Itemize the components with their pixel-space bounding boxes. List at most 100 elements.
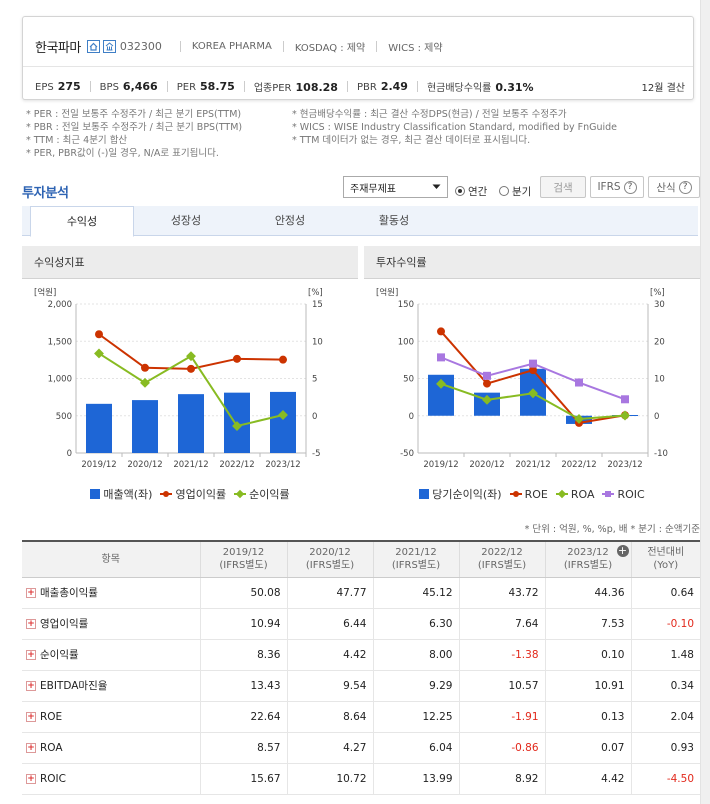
formula-info-button[interactable]: 산식? (648, 176, 700, 198)
scrollbar[interactable] (700, 0, 710, 804)
value-cell: 12.25 (372, 701, 459, 733)
legend-item[interactable]: 순이익률 (234, 486, 290, 502)
profitability-chart-legend: 매출액(좌) 영업이익률 순이익률 (22, 486, 358, 502)
investment-return-chart-panel: 투자수익률 150 100 50 0 -50 30 20 10 0 -10 [억원] [%] 2019/… (364, 246, 700, 510)
expand-row-icon[interactable]: + (26, 588, 36, 598)
divider (166, 81, 168, 92)
table-body: + 매출총이익률 50.08 47.77 45.12 43.72 44.36 0.64 + 영업이… (22, 577, 700, 795)
row-label-cell[interactable]: + 순이익률 (22, 639, 200, 671)
row-label-cell[interactable]: + ROA (22, 732, 200, 764)
search-button[interactable]: 검색 (540, 176, 586, 198)
value-cell: 13.43 (199, 670, 287, 702)
row-label-cell[interactable]: + EBITDA마진율 (22, 670, 200, 702)
point (482, 394, 492, 405)
value-cell: -1.91 (458, 701, 545, 733)
point (187, 364, 195, 373)
ir-report-icon[interactable] (102, 40, 116, 53)
column-header: 전년대비 (YoY) (630, 541, 700, 578)
x-tick-label: 2023/12 (607, 460, 642, 470)
column-header-line2: (IFRS별도) (391, 560, 441, 572)
stat-value: 58.75 (200, 80, 235, 93)
statement-type-select[interactable]: 주재무제표 (343, 176, 448, 198)
stat-value: 6,466 (122, 80, 158, 93)
y-right-tick-label: -10 (654, 449, 668, 459)
value-cell: 10.91 (544, 670, 631, 702)
table-row: + 영업이익률 10.94 6.44 6.30 7.64 7.53 -0.10 (22, 608, 700, 640)
tab-1[interactable]: 성장성 (170, 214, 202, 227)
bar (178, 394, 204, 453)
y-left-tick-label: 500 (56, 412, 72, 422)
radio-quarter[interactable]: 분기 (499, 180, 531, 202)
bar (270, 391, 296, 453)
expand-row-icon[interactable]: + (26, 681, 36, 691)
company-summary-card: 한국파마 032300 KOREA PHARMA KOSDAQ : 제약 WIC… (22, 16, 694, 100)
column-header-line1: 항목 (101, 553, 120, 565)
legend-item[interactable]: ROIC (602, 486, 645, 502)
x-tick-label: 2021/12 (515, 460, 550, 470)
value-cell: 8.00 (372, 639, 459, 671)
expand-row-icon[interactable]: + (26, 742, 36, 753)
expand-row-icon[interactable]: + (26, 711, 36, 722)
radio-annual-label: 연간 (468, 185, 488, 198)
x-tick-label: 2021/12 (173, 460, 208, 470)
legend-swatch (234, 489, 247, 499)
table-row: + 매출총이익률 50.08 47.77 45.12 43.72 44.36 0.64 (22, 577, 700, 609)
radio-annual[interactable]: 연간 (455, 180, 487, 202)
value-cell: -1.38 (458, 639, 545, 671)
definitions-notes-left: * PER : 전일 보통주 수정주가 / 최근 분기 EPS(TTM) * PB… (26, 108, 242, 160)
tab-3[interactable]: 활동성 (378, 214, 410, 227)
divider (346, 81, 348, 92)
row-label-cell[interactable]: + 영업이익률 (22, 608, 200, 640)
legend-label: ROIC (617, 487, 645, 501)
x-tick-label: 2022/12 (219, 460, 254, 470)
value-cell: -0.86 (458, 732, 545, 764)
table-row: + EBITDA마진율 13.43 9.54 9.29 10.57 10.91 0.34 (22, 670, 700, 702)
y-left-tick-label: 0 (67, 449, 72, 459)
y-left-tick-label: 0 (409, 412, 414, 422)
point (186, 351, 196, 362)
radio-quarter-dot (499, 186, 509, 196)
legend-label: ROA (570, 487, 595, 501)
note-line: * TTM : 최근 4분기 합산 (26, 135, 128, 146)
point (140, 377, 150, 388)
definitions-notes-right: * 현금배당수익률 : 최근 결산 수정DPS(현금) / 전일 보통주 수정주… (292, 108, 617, 147)
column-header-line2: (YoY) (653, 560, 679, 572)
column-header-line1: 2023/12 (567, 547, 609, 559)
table-row: + ROIC 15.67 10.72 13.99 8.92 4.42 -4.50 (22, 763, 700, 795)
row-label-cell[interactable]: + ROIC (22, 763, 200, 795)
tab-2[interactable]: 안정성 (274, 214, 306, 227)
value-cell: 1.48 (630, 639, 700, 671)
ifrs-info-button[interactable]: IFRS? (590, 176, 644, 198)
y-right-tick-label: 10 (312, 337, 323, 347)
y-left-tick-label: 1,500 (48, 337, 72, 347)
legend-item[interactable]: 매출액(좌) (90, 486, 152, 502)
x-tick-label: 2019/12 (423, 460, 458, 470)
point (94, 348, 104, 359)
company-name: 한국파마 (35, 41, 81, 56)
tab-0[interactable]: 수익성 (30, 206, 134, 237)
stat-value: 2.49 (380, 80, 408, 93)
row-label-cell[interactable]: + 매출총이익률 (22, 577, 200, 609)
row-label: 영업이익률 (40, 618, 89, 630)
valuation-stats-row: EPS 275 BPS 6,466 PER 58.75 업종PER 108.28 PBR 2.49… (35, 79, 534, 94)
expand-row-icon[interactable]: + (26, 619, 36, 629)
y-left-tick-label: 50 (403, 375, 414, 385)
x-tick-label: 2023/12 (265, 460, 300, 470)
value-cell: 0.10 (544, 639, 631, 671)
value-cell: 8.36 (199, 639, 287, 671)
legend-item[interactable]: ROA (555, 486, 595, 502)
expand-columns-icon[interactable]: + (616, 544, 629, 557)
expand-row-icon[interactable]: + (26, 650, 36, 660)
point (620, 410, 630, 421)
stat-label: BPS (99, 82, 119, 93)
expand-row-icon[interactable]: + (26, 773, 36, 784)
home-icon[interactable] (86, 40, 100, 53)
point (141, 363, 149, 372)
legend-item[interactable]: 당기순이익(좌) (419, 486, 502, 502)
legend-item[interactable]: ROE (509, 486, 548, 502)
row-label-cell[interactable]: + ROE (22, 701, 200, 733)
point (528, 388, 538, 399)
legend-label: ROE (524, 487, 548, 501)
stat-1: BPS 6,466 (100, 80, 158, 93)
legend-item[interactable]: 영업이익률 (160, 486, 226, 502)
